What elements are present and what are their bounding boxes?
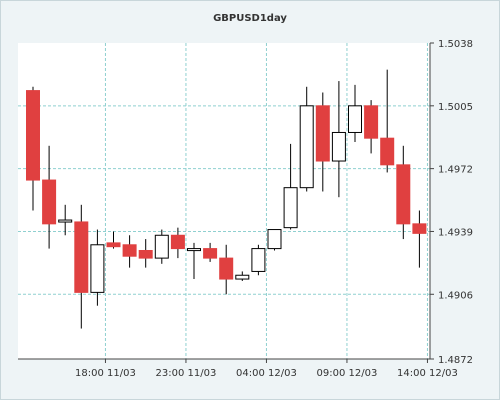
chart-title: GBPUSD1day <box>213 13 287 24</box>
candle-bullish <box>348 84 362 142</box>
candle-body <box>74 221 89 293</box>
candle-bearish <box>106 231 121 249</box>
axes <box>18 43 431 360</box>
y-axis-ticks: 1.5038 1.5005 1.4972 1.4939 1.4906 1.4872 <box>430 39 473 366</box>
candle-bearish <box>315 92 330 192</box>
candle-bearish <box>26 86 40 211</box>
y-tick-label: 1.4872 <box>438 355 473 366</box>
candle-bearish <box>122 235 137 268</box>
candle-body <box>203 248 218 259</box>
candle-bearish <box>364 100 379 154</box>
x-tick-label: 23:00 11/03 <box>156 368 217 379</box>
candle-body <box>187 248 201 252</box>
candle-bearish <box>412 210 427 268</box>
candle-body <box>58 219 73 223</box>
candle-body <box>42 179 57 225</box>
candle-bearish <box>219 244 234 295</box>
candle-body <box>235 274 250 280</box>
candle-body <box>138 249 153 259</box>
candle-bullish <box>58 204 73 236</box>
y-tick-label: 1.5038 <box>438 39 473 50</box>
candle-body <box>122 244 137 257</box>
candle-body <box>251 248 266 272</box>
candle-body <box>106 242 121 248</box>
candle-bearish <box>396 145 411 240</box>
candle-body <box>412 223 427 234</box>
candle-bullish <box>251 244 266 276</box>
y-tick-label: 1.4972 <box>438 165 473 176</box>
candle-bullish <box>331 81 346 198</box>
grid-lines <box>18 43 430 359</box>
candle-bullish <box>267 229 282 251</box>
candle-body <box>90 244 105 293</box>
x-tick-label: 14:00 12/03 <box>397 368 458 379</box>
candle-body <box>267 229 282 250</box>
x-axis-ticks: 18:00 11/03 23:00 11/03 04:00 12/03 09:00 1… <box>75 359 458 379</box>
candle-body <box>331 131 346 162</box>
candle-bearish <box>42 145 57 249</box>
candle-body <box>299 105 314 189</box>
y-tick-label: 1.4906 <box>438 290 473 301</box>
candle-bearish <box>170 227 185 259</box>
candle-bearish <box>203 242 218 262</box>
candle-bearish <box>138 239 153 268</box>
candle-body <box>380 137 395 166</box>
plot-area <box>18 43 430 359</box>
candle-bearish <box>380 69 395 173</box>
candle-body <box>154 234 169 259</box>
y-tick-label: 1.4939 <box>438 227 473 238</box>
candle-body <box>283 187 298 229</box>
candle-bullish <box>283 143 298 230</box>
candle-body <box>170 234 185 250</box>
y-tick-label: 1.5005 <box>438 102 473 113</box>
candle-bullish <box>90 229 105 306</box>
candle-body <box>396 164 411 225</box>
candle-body <box>315 105 330 162</box>
candle-body <box>26 90 40 181</box>
candle-bearish <box>74 204 89 329</box>
candle-bullish <box>235 271 250 281</box>
candle-bullish <box>154 229 169 264</box>
x-tick-label: 09:00 12/03 <box>317 368 378 379</box>
candles <box>26 69 427 329</box>
x-tick-label: 18:00 11/03 <box>75 368 136 379</box>
candle-body <box>364 105 379 139</box>
candle-bullish <box>187 242 201 280</box>
candle-bullish <box>299 86 314 192</box>
x-tick-label: 04:00 12/03 <box>236 368 297 379</box>
candle-body <box>348 105 362 133</box>
candle-body <box>219 257 234 280</box>
